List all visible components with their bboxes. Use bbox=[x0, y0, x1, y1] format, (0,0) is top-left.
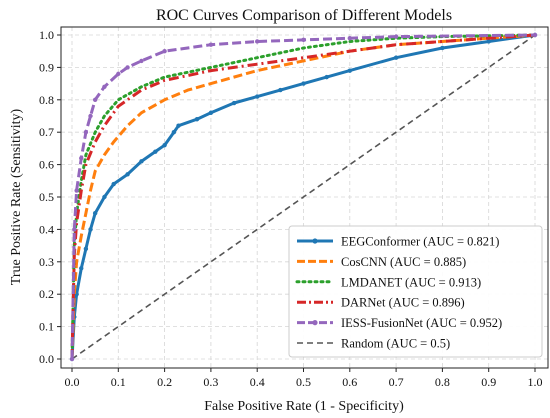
series-point-0 bbox=[102, 194, 107, 200]
series-point-0 bbox=[171, 130, 177, 135]
series-point-4 bbox=[301, 37, 306, 43]
x-tick-label: 0.5 bbox=[296, 375, 311, 389]
series-point-0 bbox=[301, 81, 306, 86]
chart-title: ROC Curves Comparison of Different Model… bbox=[156, 7, 452, 24]
y-axis-label: True Positive Rate (Sensitivity) bbox=[9, 108, 24, 285]
series-point-0 bbox=[255, 94, 260, 99]
series-point-4 bbox=[162, 49, 167, 54]
series-point-4 bbox=[74, 188, 79, 193]
series-point-4 bbox=[139, 58, 144, 64]
series-point-4 bbox=[208, 42, 214, 47]
legend-label: CosCNN (AUC = 0.885) bbox=[341, 255, 466, 269]
x-tick-label: 0.6 bbox=[342, 375, 357, 389]
legend-marker bbox=[312, 320, 318, 326]
x-tick-label: 0.3 bbox=[203, 375, 218, 389]
y-tick-label: 0.5 bbox=[39, 190, 54, 204]
series-point-0 bbox=[111, 181, 116, 187]
legend-marker bbox=[312, 238, 318, 244]
series-point-0 bbox=[347, 68, 352, 73]
series-point-4 bbox=[393, 34, 399, 39]
series-line-4 bbox=[70, 33, 536, 360]
y-tick-label: 0.2 bbox=[39, 287, 54, 301]
series-point-0 bbox=[440, 45, 445, 51]
y-tick-label: 0.6 bbox=[39, 158, 54, 172]
series-point-4 bbox=[83, 130, 89, 135]
series-point-0 bbox=[92, 211, 98, 216]
y-axis-ticks: 0.0 0.1 0.2 0.3 0.4 0.5 0.6 0.7 0.8 0.9 1.0 bbox=[39, 28, 61, 366]
x-tick-label: 1.0 bbox=[528, 375, 543, 389]
y-tick-label: 0.1 bbox=[39, 320, 54, 334]
x-tick-label: 0.1 bbox=[111, 375, 126, 389]
y-tick-label: 0.8 bbox=[39, 93, 54, 107]
legend: EEGConformer (AUC = 0.821) CosCNN (AUC = … bbox=[288, 225, 543, 358]
y-tick-label: 0.3 bbox=[39, 255, 54, 269]
series-point-4 bbox=[116, 71, 121, 77]
series-point-0 bbox=[125, 172, 130, 177]
series-point-4 bbox=[79, 155, 84, 161]
series-point-0 bbox=[83, 246, 89, 252]
legend-label: LMDANET (AUC = 0.913) bbox=[341, 275, 481, 289]
series-point-4 bbox=[88, 113, 93, 119]
series-point-0 bbox=[393, 55, 399, 60]
series-point-0 bbox=[139, 159, 144, 164]
legend-label: IESS-FusionNet (AUC = 0.952) bbox=[341, 316, 502, 330]
series-point-0 bbox=[79, 266, 84, 271]
series-point-4 bbox=[532, 32, 538, 38]
series-point-0 bbox=[88, 227, 93, 232]
series-point-0 bbox=[194, 117, 200, 122]
legend-label: EEGConformer (AUC = 0.821) bbox=[341, 235, 499, 249]
series-point-0 bbox=[208, 110, 214, 115]
y-tick-label: 0.9 bbox=[39, 60, 54, 74]
series-point-4 bbox=[72, 227, 77, 232]
series-point-0 bbox=[278, 87, 283, 93]
series-point-4 bbox=[125, 65, 130, 70]
series-point-4 bbox=[255, 39, 260, 44]
x-tick-label: 0.9 bbox=[481, 375, 496, 389]
x-tick-label: 0.7 bbox=[389, 375, 404, 389]
x-tick-label: 0.4 bbox=[250, 375, 265, 389]
x-axis-label: False Positive Rate (1 - Specificity) bbox=[204, 399, 404, 414]
series-point-4 bbox=[102, 84, 107, 90]
y-tick-label: 0.0 bbox=[39, 352, 54, 366]
legend-label: Random (AUC = 0.5) bbox=[341, 337, 450, 351]
series-point-0 bbox=[176, 123, 181, 128]
random-line bbox=[71, 34, 536, 360]
x-axis-ticks: 0.0 0.1 0.2 0.3 0.4 0.5 0.6 0.7 0.8 0.9 1.0 bbox=[65, 368, 543, 389]
series-point-4 bbox=[69, 356, 75, 362]
series-point-4 bbox=[347, 36, 352, 41]
series-point-0 bbox=[486, 39, 491, 44]
series-point-0 bbox=[231, 100, 237, 106]
x-tick-label: 0.0 bbox=[65, 375, 80, 389]
legend-box bbox=[288, 225, 543, 358]
y-tick-label: 1.0 bbox=[39, 28, 54, 42]
series-group bbox=[69, 32, 538, 362]
series-line-3 bbox=[70, 33, 536, 360]
series-point-0 bbox=[162, 142, 167, 148]
series-line-5 bbox=[71, 34, 536, 360]
series-point-0 bbox=[324, 74, 329, 80]
x-tick-label: 0.2 bbox=[157, 375, 172, 389]
series-point-4 bbox=[92, 97, 98, 103]
series-point-0 bbox=[153, 149, 158, 154]
legend-label: DARNet (AUC = 0.896) bbox=[341, 296, 465, 310]
x-tick-label: 0.8 bbox=[435, 375, 450, 389]
y-tick-label: 0.7 bbox=[39, 125, 54, 139]
y-tick-label: 0.4 bbox=[39, 222, 54, 236]
